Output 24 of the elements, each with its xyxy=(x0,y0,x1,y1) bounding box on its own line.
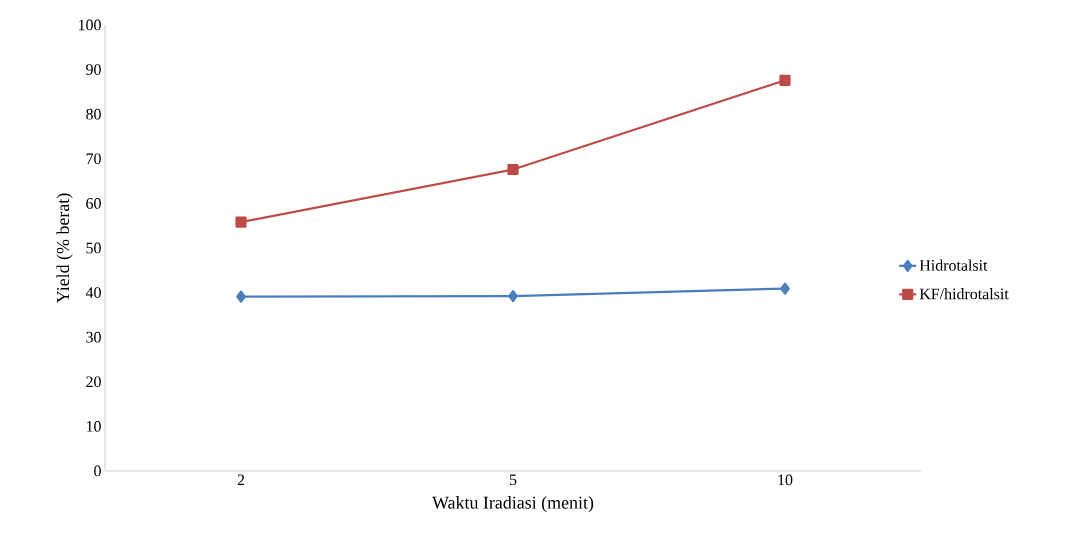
y-tick-label: 10 xyxy=(86,421,101,432)
y-tick-label: 30 xyxy=(86,331,101,343)
y-tick-label: 90 xyxy=(86,64,101,75)
y-tick-label: 80 xyxy=(86,108,101,120)
y-tick-label: 20 xyxy=(86,376,101,388)
x-tick-label: 2 xyxy=(237,474,245,486)
point xyxy=(235,216,247,228)
point xyxy=(507,163,519,176)
y-tick-label: 60 xyxy=(86,198,101,209)
legend-label: Hidrotalsit xyxy=(919,259,988,271)
point xyxy=(779,74,791,86)
point xyxy=(236,290,246,303)
point xyxy=(508,290,518,303)
y-tick-label: 40 xyxy=(85,287,101,298)
y-tick-label: 70 xyxy=(86,153,101,165)
legend-label: KF/hidrotalsit xyxy=(919,288,1009,300)
point xyxy=(780,282,790,295)
y-axis-title: Yield (% berat) xyxy=(56,193,73,304)
y-tick-label: 50 xyxy=(86,242,101,254)
x-axis-title: Waktu Iradiasi (menit) xyxy=(432,496,594,513)
x-tick-label: 10 xyxy=(778,474,793,486)
x-tick-label: 5 xyxy=(509,474,517,486)
y-tick-label: 0 xyxy=(94,465,101,477)
y-tick-label: 100 xyxy=(78,19,101,31)
